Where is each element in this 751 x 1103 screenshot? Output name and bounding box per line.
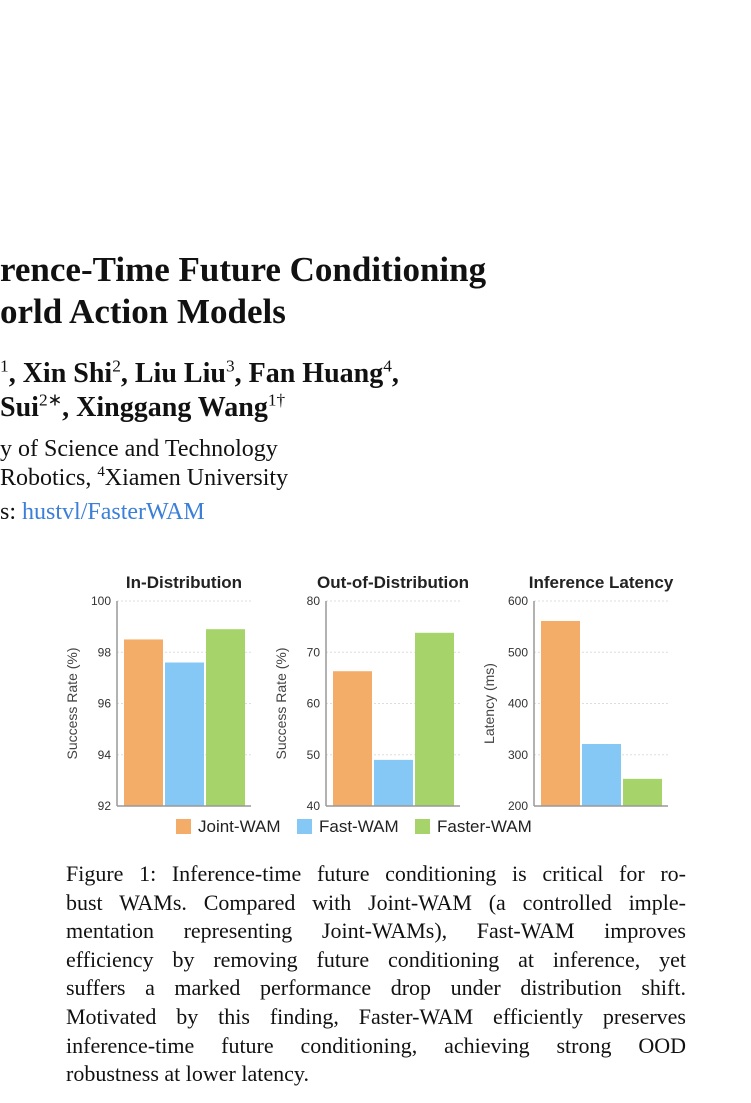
bar <box>206 629 245 806</box>
text-run: Xiamen University <box>104 465 289 491</box>
y-tick-label: 60 <box>307 697 321 711</box>
caption-line: robustness at lower latency. <box>66 1061 309 1087</box>
caption-line: Motivated by this finding, Faster-WAM ef… <box>66 1003 686 1029</box>
bar <box>374 759 413 806</box>
code-line: s: hustvl/FasterWAM <box>0 499 205 526</box>
superscript: 1 <box>0 356 9 376</box>
y-tick-label: 92 <box>98 799 112 813</box>
code-link[interactable]: hustvl/FasterWAM <box>22 499 205 525</box>
legend-swatch <box>415 819 430 834</box>
caption-line: mentation representing Joint-WAMs), Fast… <box>66 918 686 944</box>
text-run: , Xin Shi <box>8 358 113 389</box>
caption-line: bust WAMs. Compared with Joint-WAM (a co… <box>66 889 686 915</box>
y-tick-label: 600 <box>508 594 528 608</box>
chart-title: Out-of-Distribution <box>317 573 469 592</box>
y-tick-label: 50 <box>307 748 321 762</box>
text-line: Robotics, 4Xiamen University <box>0 465 288 492</box>
superscript: 4 <box>383 356 392 376</box>
y-tick-label: 300 <box>508 748 528 762</box>
text-run: Robotics, <box>0 465 98 491</box>
superscript: 2 <box>112 356 121 376</box>
text-run: , <box>391 358 399 389</box>
superscript: 2∗ <box>38 390 63 410</box>
text-line: 1, Xin Shi2, Liu Liu3, Fan Huang4, <box>0 356 399 390</box>
caption: Figure 1: Inference-time future conditio… <box>66 860 686 1089</box>
superscript: 3 <box>225 356 235 376</box>
text-run: , Xinggang Wang <box>62 392 268 423</box>
legend-label: Joint-WAM <box>198 817 281 836</box>
chart-title: Inference Latency <box>529 573 674 592</box>
y-axis-label: Latency (ms) <box>481 663 497 744</box>
bar <box>623 778 662 806</box>
caption-line: efficiency by removing future conditioni… <box>66 946 686 972</box>
y-tick-label: 80 <box>307 594 321 608</box>
y-tick-label: 500 <box>508 645 528 659</box>
caption-line: suffers a marked performance drop under … <box>66 975 686 1001</box>
legend-swatch <box>176 819 191 834</box>
y-tick-label: 96 <box>98 697 112 711</box>
superscript: 4 <box>97 464 105 480</box>
title-line: rence-Time Future Conditioning <box>0 250 487 289</box>
legend-swatch <box>297 819 312 834</box>
caption-line: inference-time future conditioning, achi… <box>66 1032 686 1058</box>
y-axis-label: Success Rate (%) <box>273 647 289 759</box>
text-line: Sui2∗, Xinggang Wang1† <box>0 390 286 424</box>
bar <box>541 620 580 806</box>
bar <box>333 671 372 806</box>
bar <box>415 632 454 806</box>
bar <box>165 662 204 806</box>
text-run: y of Science and Technology <box>0 436 278 462</box>
superscript: 1† <box>267 390 286 410</box>
y-tick-label: 400 <box>508 697 528 711</box>
legend-label: Faster-WAM <box>437 817 532 836</box>
y-tick-label: 40 <box>307 799 321 813</box>
chart-title: In-Distribution <box>126 573 242 592</box>
y-tick-label: 200 <box>508 799 528 813</box>
bar <box>582 743 621 806</box>
y-tick-label: 94 <box>98 748 112 762</box>
text-line: y of Science and Technology <box>0 436 278 463</box>
y-axis-label: Success Rate (%) <box>64 647 80 759</box>
y-tick-label: 98 <box>98 645 112 659</box>
text-run: Sui <box>0 392 39 423</box>
title-line: orld Action Models <box>0 292 286 331</box>
y-tick-label: 100 <box>91 594 111 608</box>
text-run: , Fan Huang <box>234 358 384 389</box>
bar <box>124 639 163 806</box>
text-run: , Liu Liu <box>120 358 226 389</box>
legend-label: Fast-WAM <box>319 817 399 836</box>
code-prefix: s: <box>0 499 23 525</box>
figure: In-Distribution Success Rate (%) 92 94 96 98 1… <box>64 573 674 836</box>
caption-line: Figure 1: Inference-time future conditio… <box>66 861 686 886</box>
y-tick-label: 70 <box>307 645 321 659</box>
